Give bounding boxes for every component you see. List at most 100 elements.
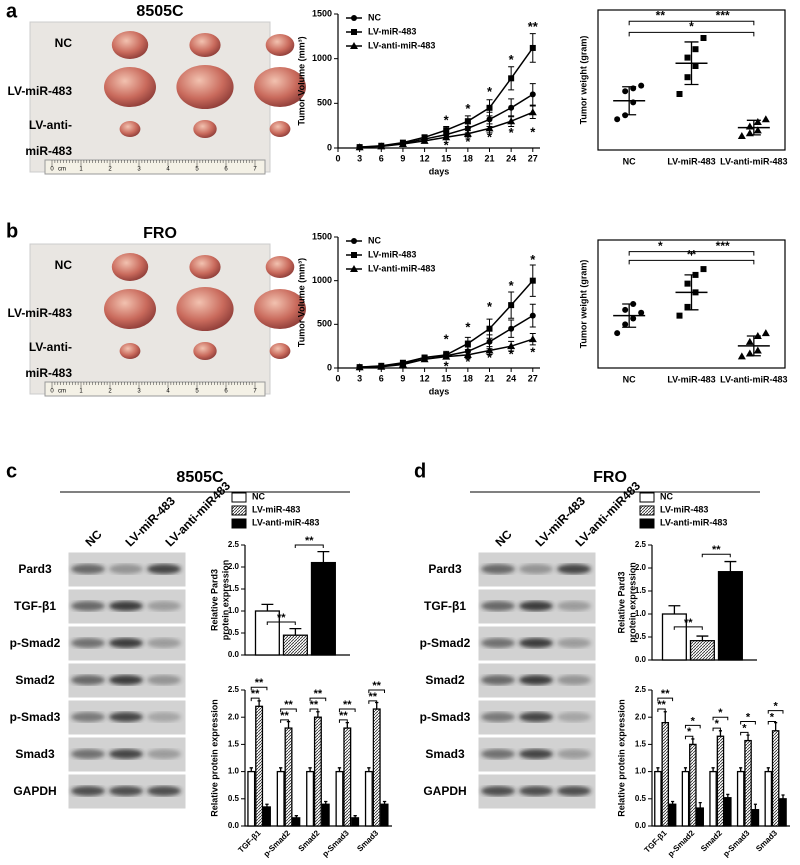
error-bar (691, 738, 695, 745)
marker (745, 122, 754, 130)
marker (355, 143, 364, 151)
band (519, 749, 553, 759)
annotation: * (509, 278, 515, 293)
marker (761, 115, 770, 123)
x-tick-label: TGF-β1 (643, 828, 670, 855)
x-tick-label: 18 (463, 373, 473, 383)
bracket-label: ** (372, 680, 381, 692)
bar (321, 803, 330, 827)
bar (343, 727, 352, 827)
sd-bar (684, 274, 699, 311)
tumor (119, 121, 141, 137)
band (71, 712, 105, 722)
band (147, 712, 181, 722)
lane-label: LV-anti-miR483 (572, 479, 643, 550)
bracket (712, 716, 729, 721)
y-tick-label: 1000 (312, 53, 332, 63)
y-tick-label: 1.0 (635, 609, 647, 618)
error-bar (382, 800, 387, 805)
legend-label: LV-miR-483 (368, 26, 416, 36)
bar (284, 727, 293, 827)
marker (377, 362, 386, 370)
bracket-label: ** (368, 691, 377, 703)
tumor (269, 121, 291, 137)
marker (528, 108, 537, 116)
y-tick-label: 1.5 (635, 586, 647, 595)
error-bar (249, 767, 253, 772)
y-tick-label: 1.5 (635, 740, 647, 749)
band (109, 749, 143, 759)
ruler-label: 6 (224, 167, 228, 173)
bracket (368, 700, 378, 704)
band (519, 638, 553, 648)
sd-bar (684, 41, 699, 86)
bracket-label: * (746, 711, 751, 723)
bar (716, 735, 725, 827)
bracket-label: ** (280, 710, 289, 722)
annotation: * (444, 359, 450, 374)
bar (709, 770, 717, 827)
marker (700, 35, 707, 41)
marker (692, 63, 699, 69)
lane-label: NC (492, 527, 514, 549)
legend-label: LV-miR-483 (368, 249, 416, 259)
bracket-label: ** (684, 617, 693, 629)
marker (443, 127, 450, 134)
y-tick-label: 2.5 (635, 685, 647, 694)
legend-swatch (231, 518, 247, 529)
photo-row-label: LV-anti- (29, 340, 72, 354)
blot-row-label: p-Smad3 (10, 710, 61, 724)
photo-row-label: LV-miR-483 (8, 306, 73, 320)
marker (684, 280, 691, 287)
bracket (280, 719, 289, 723)
lane-label: LV-anti-miR483 (162, 479, 233, 550)
error-bar (739, 767, 743, 772)
bracket (250, 686, 268, 691)
y-axis-title: Tumor Volume (mm³) (296, 36, 306, 125)
band (557, 749, 591, 759)
bracket (368, 689, 386, 693)
band (481, 564, 515, 574)
bracket (294, 544, 324, 548)
y-tick-label: 2.0 (635, 563, 647, 572)
tumor (254, 289, 306, 329)
marker (377, 142, 386, 150)
blot-title: FRO (593, 469, 627, 486)
x-tick-label: 12 (420, 373, 430, 383)
tumor (265, 34, 295, 56)
bar (254, 610, 280, 656)
frame (597, 239, 786, 369)
band (71, 675, 105, 685)
error-bar (711, 767, 715, 772)
marker (398, 360, 407, 368)
blot-row-label: Pard3 (18, 562, 52, 576)
lane-label: NC (82, 527, 104, 549)
ruler-label: 5 (195, 389, 199, 395)
legend-swatch (639, 518, 655, 529)
error-bar (696, 635, 709, 641)
bracket (673, 626, 703, 630)
bracket-label: ** (314, 688, 323, 700)
bar (668, 803, 677, 827)
panel-label: a (6, 0, 18, 22)
error-bar (656, 767, 660, 772)
bracket (712, 727, 721, 732)
legend-label: NC (252, 491, 265, 501)
marker (355, 363, 364, 371)
marker (761, 329, 770, 337)
sd-bar (622, 303, 637, 328)
x-tick-label: Smad3 (754, 828, 779, 853)
legend-swatch (639, 492, 655, 503)
tumor (176, 287, 234, 331)
ruler-label: 4 (166, 389, 170, 395)
x-tick-label: 6 (379, 373, 384, 383)
tumor (111, 253, 149, 281)
ruler-label: 3 (137, 389, 141, 395)
marker (485, 124, 494, 132)
marker (486, 338, 493, 345)
band (481, 675, 515, 685)
bar (689, 743, 697, 827)
bracket-label: ** (305, 535, 314, 547)
error-bar (668, 605, 681, 614)
legend-label: NC (368, 12, 381, 22)
